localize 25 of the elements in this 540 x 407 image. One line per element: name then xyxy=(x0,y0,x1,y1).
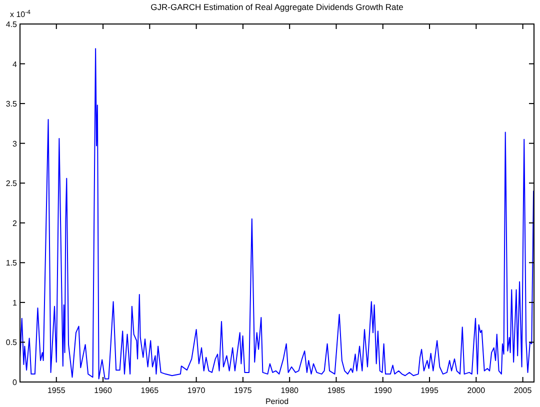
y-tick-label: 3 xyxy=(12,139,18,148)
y-tick-label: 1.5 xyxy=(6,258,18,268)
x-tick-label: 1960 xyxy=(94,386,112,395)
x-tick-label: 1990 xyxy=(374,386,392,395)
x-tick-label: 1970 xyxy=(187,386,206,395)
x-tick-label: 1965 xyxy=(140,386,160,395)
x-axis-title: Period xyxy=(265,397,289,406)
chart-title: GJR-GARCH Estimation of Real Aggregate Dividends Growth Rate xyxy=(150,2,404,12)
x-tick-label: 1955 xyxy=(47,386,66,395)
y-tick-label: 0.5 xyxy=(6,338,18,348)
y-tick-label: 4 xyxy=(12,60,18,69)
x-tick-label: 1975 xyxy=(234,386,252,395)
y-tick-label: 3.5 xyxy=(6,100,18,109)
y-tick-label: 2 xyxy=(12,218,18,228)
y-tick-label: 1 xyxy=(12,298,18,308)
y-tick-label: 2.5 xyxy=(6,179,18,188)
y-tick-label: 4.5 xyxy=(6,20,18,29)
x-tick-label: 2000 xyxy=(467,386,486,395)
y-tick-label: 0 xyxy=(12,378,18,387)
x-tick-label: 1980 xyxy=(280,386,300,395)
x-tick-label: 2005 xyxy=(514,386,532,395)
text: x 10$^{-4}$ xyxy=(10,9,32,19)
line-series xyxy=(20,48,534,380)
x-tick-label: 1985 xyxy=(327,386,346,395)
x-tick-label: 1995 xyxy=(420,386,439,395)
